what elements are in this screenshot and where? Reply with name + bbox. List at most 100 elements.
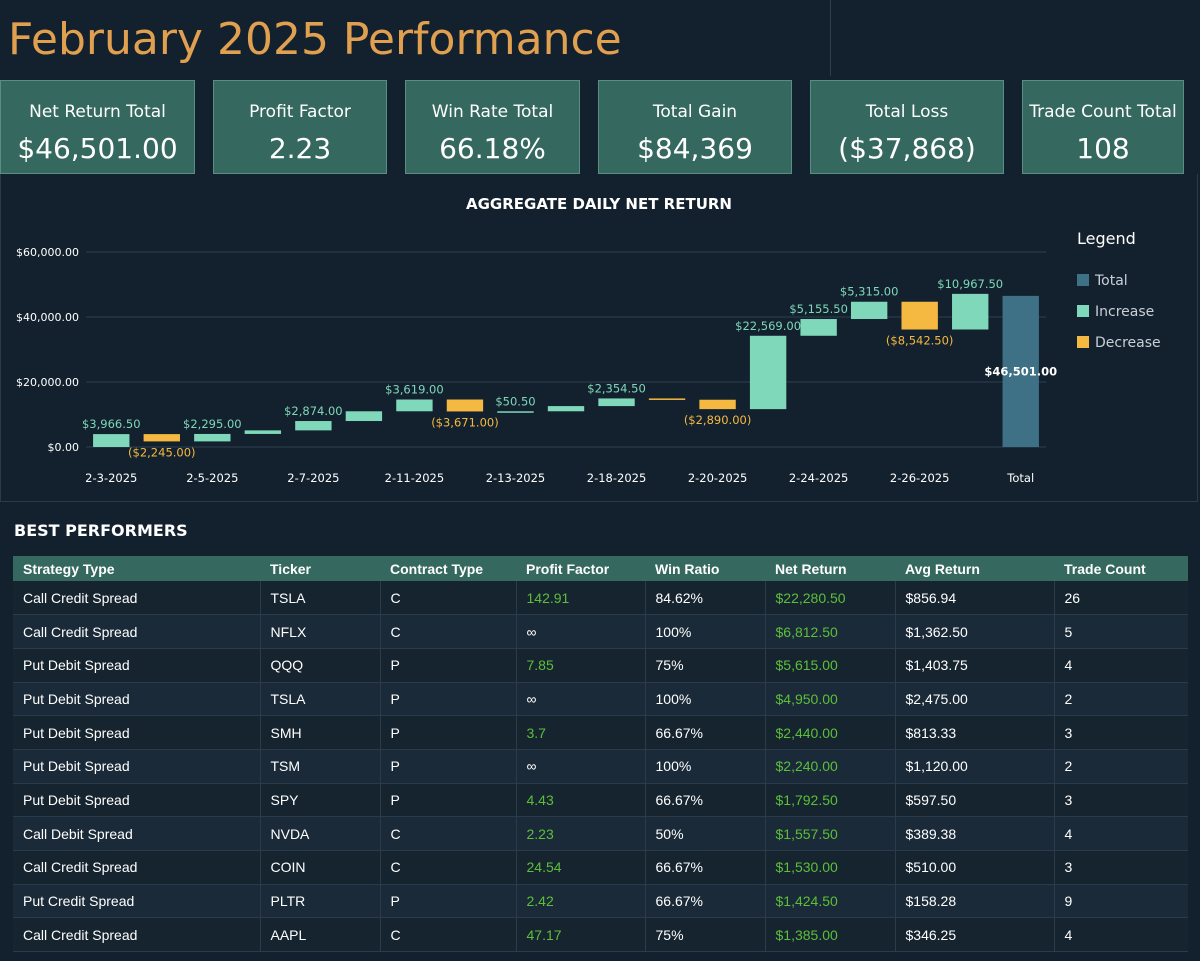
increase-bar [800, 319, 837, 336]
table-cell: 4 [1054, 917, 1188, 953]
column-header[interactable]: Ticker [260, 556, 380, 581]
data-label: $46,501.00 [984, 364, 1057, 378]
table-row[interactable]: Call Credit Spread AAPL C 47.17 75% $1,385.00… [13, 917, 1188, 953]
table-cell: 3 [1054, 715, 1188, 750]
x-tick-label: 2-11-2025 [385, 471, 445, 485]
column-header[interactable]: Trade Count [1054, 556, 1188, 581]
column-header[interactable]: Contract Type [380, 556, 516, 581]
x-tick-label: Total [1006, 471, 1034, 485]
table-cell: 66.67% [645, 884, 766, 919]
table-cell: $158.28 [895, 884, 1055, 919]
kpi-label: Trade Count Total [1029, 102, 1177, 122]
table-cell: C [380, 850, 517, 885]
legend-swatch [1077, 336, 1089, 348]
x-tick-label: 2-20-2025 [688, 471, 748, 485]
table-cell: $510.00 [895, 850, 1055, 885]
best-performers-title: BEST PERFORMERS [14, 521, 188, 540]
column-header[interactable]: Profit Factor [516, 556, 645, 581]
x-tick-label: 2-13-2025 [486, 471, 546, 485]
table-cell: Put Debit Spread [13, 682, 261, 717]
table-cell: C [380, 581, 517, 616]
table-cell: $6,812.50 [765, 614, 896, 649]
column-header[interactable]: Avg Return [895, 556, 1054, 581]
data-label: $10,967.50 [937, 277, 1003, 291]
table-cell: Call Credit Spread [13, 850, 261, 885]
table-row[interactable]: Put Debit Spread TSLA P ∞ 100% $4,950.00 $2,47… [13, 682, 1188, 717]
table-row[interactable]: Call Credit Spread TSLA C 142.91 84.62% $22,2… [13, 581, 1188, 616]
table-cell: $1,120.00 [895, 749, 1055, 784]
table-cell: Call Credit Spread [13, 614, 261, 649]
table-cell: 2.42 [516, 884, 646, 919]
kpi-value: 66.18% [439, 132, 546, 165]
table-cell: $1,362.50 [895, 614, 1055, 649]
table-body: Call Credit Spread TSLA C 142.91 84.62% $22,2… [13, 581, 1188, 953]
table-row[interactable]: Put Debit Spread SMH P 3.7 66.67% $2,440.00 $8… [13, 715, 1188, 750]
table-cell: Put Debit Spread [13, 715, 261, 750]
x-tick-label: 2-24-2025 [789, 471, 849, 485]
decrease-bar [143, 434, 180, 442]
table-row[interactable]: Call Credit Spread NFLX C ∞ 100% $6,812.50 $1,… [13, 614, 1188, 649]
kpi-trade-count: Trade Count Total 108 [1022, 80, 1184, 174]
waterfall-chart: AGGREGATE DAILY NET RETURN $0.00 $20,000.0… [16, 195, 1161, 485]
table-cell: TSLA [260, 682, 381, 717]
increase-bar [396, 399, 433, 412]
table-cell: P [380, 783, 517, 818]
header-divider [830, 0, 831, 76]
data-label: ($2,245.00) [128, 445, 196, 459]
decrease-bar [446, 399, 484, 412]
legend-swatch [1077, 274, 1089, 286]
table-row[interactable]: Put Credit Spread PLTR P 2.42 66.67% $1,424.5… [13, 884, 1188, 919]
data-label: $3,966.50 [82, 417, 141, 431]
column-header[interactable]: Net Return [765, 556, 895, 581]
chart-title: AGGREGATE DAILY NET RETURN [466, 195, 732, 213]
table-cell: ∞ [516, 749, 646, 784]
increase-bar [598, 398, 635, 407]
column-header[interactable]: Strategy Type [13, 556, 260, 581]
table-cell: $597.50 [895, 783, 1055, 818]
column-header[interactable]: Win Ratio [645, 556, 765, 581]
data-label: ($3,671.00) [431, 415, 499, 429]
table-cell: 100% [645, 749, 766, 784]
table-cell: 100% [645, 682, 766, 717]
table-row[interactable]: Call Credit Spread COIN C 24.54 66.67% $1,530… [13, 850, 1188, 885]
table-cell: 4 [1054, 816, 1188, 851]
data-label: ($2,890.00) [684, 413, 752, 427]
table-cell: 7.85 [516, 648, 646, 683]
table-cell: $4,950.00 [765, 682, 896, 717]
table-row[interactable]: Put Debit Spread SPY P 4.43 66.67% $1,792.50 $… [13, 783, 1188, 818]
kpi-value: $46,501.00 [17, 132, 178, 165]
kpi-value: $84,369 [637, 132, 753, 165]
kpi-total-loss: Total Loss ($37,868) [810, 80, 1004, 174]
kpi-value: 108 [1076, 132, 1130, 165]
kpi-profit-factor: Profit Factor 2.23 [213, 80, 387, 174]
table-row[interactable]: Call Debit Spread NVDA C 2.23 50% $1,557.50 $3… [13, 816, 1188, 851]
table-row[interactable]: Put Debit Spread QQQ P 7.85 75% $5,615.00 $1,4… [13, 648, 1188, 683]
table-cell: Put Debit Spread [13, 783, 261, 818]
table-cell: 26 [1054, 581, 1188, 616]
table-row[interactable]: Put Debit Spread TSM P ∞ 100% $2,240.00 $1,120… [13, 749, 1188, 784]
increase-bar [749, 335, 787, 410]
table-cell: $389.38 [895, 816, 1055, 851]
table-cell: 2 [1054, 749, 1188, 784]
table-cell: Call Credit Spread [13, 917, 261, 953]
table-cell: $346.25 [895, 917, 1055, 953]
table-cell: P [380, 715, 517, 750]
legend-label: Total [1094, 273, 1128, 289]
table-cell: 142.91 [516, 581, 646, 616]
table-cell: SMH [260, 715, 381, 750]
table-cell: Call Debit Spread [13, 816, 261, 851]
x-tick-label: 2-26-2025 [890, 471, 950, 485]
table-cell: $2,475.00 [895, 682, 1055, 717]
y-tick-label: $40,000.00 [16, 311, 79, 324]
table-cell: PLTR [260, 884, 381, 919]
data-label: $50.50 [495, 394, 535, 408]
table-cell: 3 [1054, 783, 1188, 818]
table-cell: 66.67% [645, 783, 766, 818]
kpi-label: Total Loss [865, 102, 949, 122]
table-cell: 3.7 [516, 715, 646, 750]
x-tick-label: 2-18-2025 [587, 471, 647, 485]
kpi-win-rate: Win Rate Total 66.18% [405, 80, 580, 174]
legend-label: Decrease [1095, 335, 1161, 351]
table-cell: SPY [260, 783, 381, 818]
table-cell: 75% [645, 648, 766, 683]
